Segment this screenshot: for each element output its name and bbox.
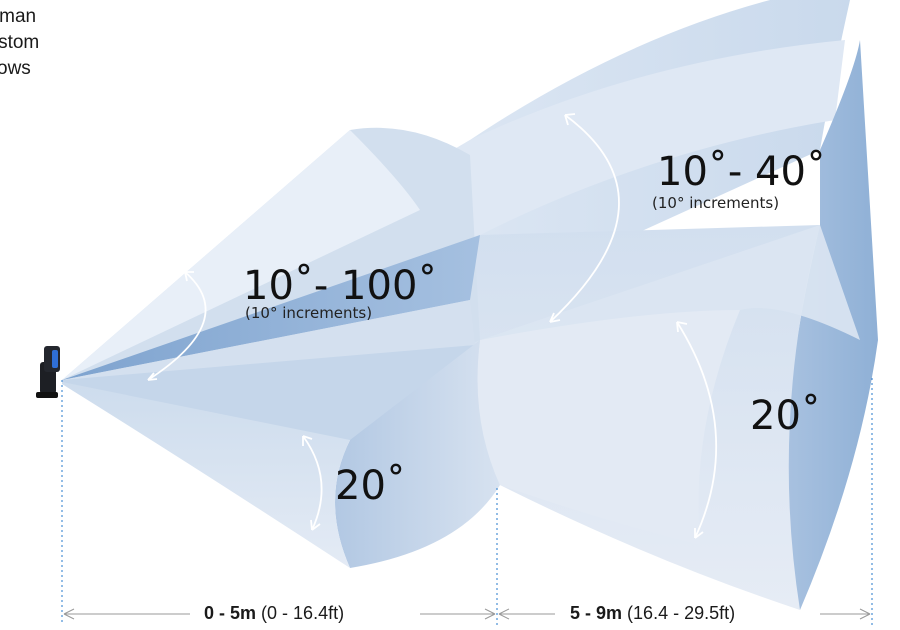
near-distance-arrow-right	[420, 608, 496, 620]
near-beam-front-face	[335, 340, 500, 568]
near-horizontal-arc	[147, 271, 207, 381]
far-vertical-angle-label: 20˚	[750, 393, 821, 439]
far-beam-front-curve	[477, 310, 740, 545]
far-distance-arrow-right	[820, 608, 871, 620]
far-distance-arrow-left	[498, 608, 555, 620]
near-horizontal-angle-label: 10˚- 100˚	[243, 263, 438, 309]
near-range-metric: 0 - 5m	[204, 603, 257, 623]
far-horizontal-angle-label: 10˚- 40˚	[657, 149, 826, 195]
near-horizontal-increment-note: (10° increments)	[245, 304, 373, 322]
far-horizontal-arc	[549, 114, 620, 323]
far-horizontal-increment-note: (10° increments)	[652, 194, 780, 212]
near-beam-bottom	[62, 382, 350, 568]
near-vertical-arc	[302, 435, 323, 531]
intro-line: human	[0, 6, 37, 27]
angle-arrows	[147, 113, 718, 539]
far-vertical-arc	[676, 321, 718, 539]
near-vertical-angle-label: 20˚	[335, 463, 406, 509]
near-beam-fan-light	[62, 130, 420, 380]
near-beam	[62, 127, 500, 568]
intro-line: allows	[0, 58, 31, 79]
range-markers	[61, 378, 873, 625]
near-distance-arrow-left	[63, 608, 190, 620]
intro-text: human custom allows ts	[0, 4, 110, 108]
far-range-metric: 5 - 9m	[570, 603, 623, 623]
far-range-label: 5 - 9m (16.4 - 29.5ft)	[570, 603, 735, 624]
near-range-label: 0 - 5m (0 - 16.4ft)	[204, 603, 344, 624]
near-beam-band-dark	[62, 235, 480, 380]
far-range-imperial: (16.4 - 29.5ft)	[627, 603, 736, 623]
near-range-imperial: (0 - 16.4ft)	[261, 603, 345, 623]
far-beam-top-face	[480, 225, 860, 340]
near-beam-lower	[62, 345, 475, 442]
intro-line: custom	[0, 32, 40, 53]
distance-arrows	[63, 608, 871, 620]
sensor-device	[36, 346, 60, 398]
near-beam-band-light	[62, 300, 475, 380]
intro-line: ts	[0, 82, 110, 108]
